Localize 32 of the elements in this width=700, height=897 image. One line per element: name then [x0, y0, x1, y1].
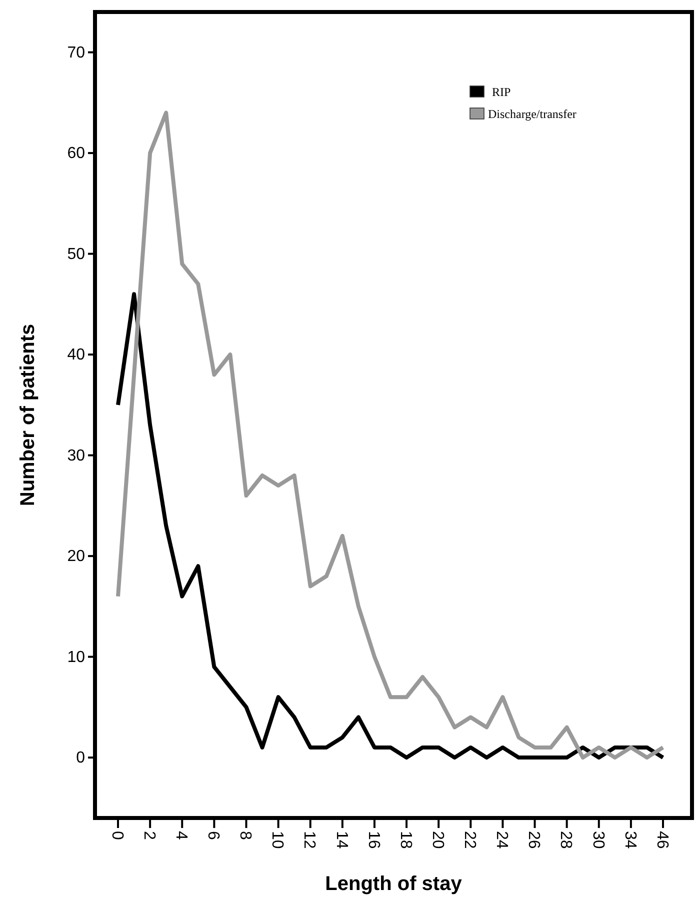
x-tick-label: 12 — [300, 831, 318, 849]
x-tick-label: 22 — [461, 831, 478, 849]
x-tick-label: 14 — [332, 831, 350, 849]
y-tick-label: 10 — [67, 648, 86, 666]
x-tick-label: 30 — [589, 831, 606, 849]
legend-label: Discharge/transfer — [488, 107, 576, 122]
x-tick-label: 26 — [525, 831, 542, 849]
x-tick-label: 34 — [621, 831, 638, 849]
y-axis-title: Number of patients — [17, 324, 39, 506]
legend-label: RIP — [492, 85, 511, 100]
y-tick-label: 60 — [67, 145, 86, 162]
x-tick-label: 18 — [396, 831, 414, 849]
line-series — [116, 292, 665, 760]
x-tick-label: 4 — [172, 831, 190, 840]
y-tick-label: 40 — [67, 346, 86, 364]
x-tick-label: 28 — [557, 831, 574, 849]
line-series — [116, 110, 665, 760]
y-tick-label: 70 — [67, 44, 86, 62]
x-tick-label: 0 — [108, 831, 126, 840]
x-tick-label: 16 — [364, 831, 382, 849]
x-tick-label: 2 — [140, 831, 158, 840]
y-tick-label: 30 — [67, 447, 86, 464]
x-tick-label: 24 — [493, 831, 510, 849]
x-tick-label: 20 — [428, 831, 446, 849]
y-tick-label: 20 — [67, 548, 86, 566]
x-tick-label: 46 — [653, 831, 670, 849]
y-tick-label: 50 — [67, 246, 86, 263]
x-axis-title: Length of stay — [325, 873, 463, 895]
y-tick-label: 0 — [76, 750, 86, 767]
x-tick-label: 10 — [268, 831, 286, 849]
x-tick-label: 6 — [204, 831, 222, 840]
x-tick-label: 8 — [236, 831, 254, 840]
